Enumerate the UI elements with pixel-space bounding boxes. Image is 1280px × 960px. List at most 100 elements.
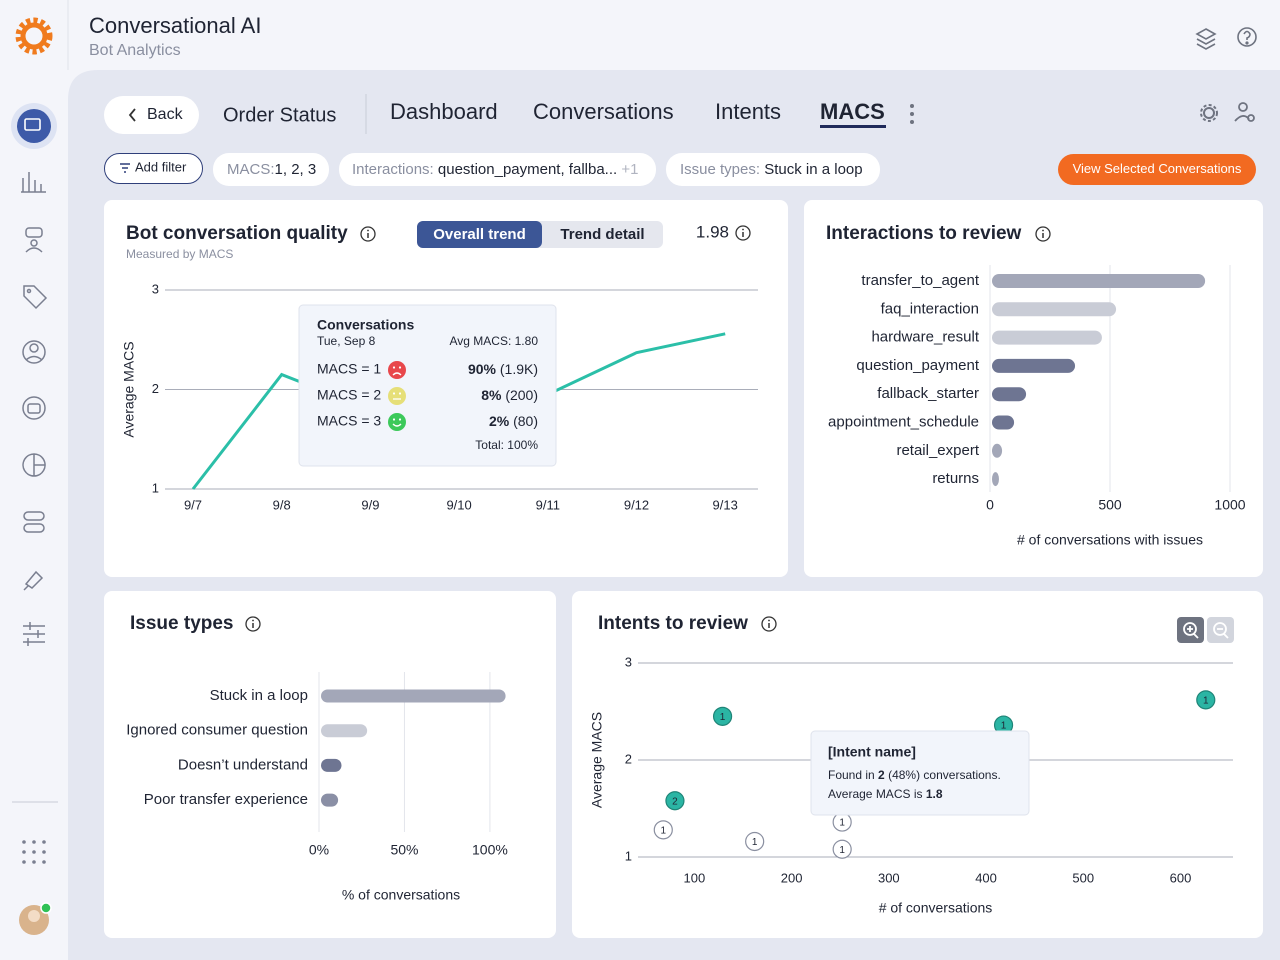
settings-icon[interactable] [1200, 104, 1218, 122]
intent-point[interactable] [653, 820, 673, 840]
point-count: 1 [839, 818, 845, 829]
tab[interactable]: Intents [715, 99, 781, 124]
tooltip-total: Total: 100% [475, 438, 538, 452]
nav-icon [24, 118, 41, 131]
x-tick-label: 9/12 [624, 497, 649, 512]
chip-value: 1, 2, 3 [275, 161, 317, 178]
tab[interactable]: Dashboard [390, 99, 498, 124]
intent-point[interactable] [712, 706, 733, 726]
x-tick-label: 500 [1072, 870, 1094, 885]
pct: 90% [468, 361, 497, 377]
intent-point[interactable] [745, 831, 765, 852]
tooltip-row-label: MACS = 2 [317, 387, 381, 403]
y-tick-label: 1 [152, 480, 159, 495]
x-tick-label: 1000 [1214, 497, 1245, 513]
tab[interactable]: Conversations [533, 99, 674, 124]
bar [992, 472, 999, 487]
x-tick-label: 100 [684, 870, 706, 885]
text: Found in [828, 768, 875, 782]
intent-point[interactable] [1196, 690, 1216, 710]
bar [321, 793, 339, 807]
view-conversations-button[interactable] [1058, 154, 1256, 185]
back-label: Back [147, 106, 184, 123]
nav-conversations[interactable] [17, 109, 51, 143]
category-label: question_payment [856, 357, 979, 374]
status-dot [40, 902, 52, 914]
tooltip-line: Found in 2 (48%) conversations. [828, 768, 1001, 782]
info-icon[interactable] [360, 226, 376, 242]
info-icon[interactable] [1035, 226, 1051, 242]
back-button[interactable] [104, 96, 199, 134]
x-tick-label: 100% [472, 842, 508, 858]
toggle-active[interactable] [417, 221, 542, 248]
layers-icon[interactable] [1195, 28, 1217, 50]
y-tick-label: 2 [152, 381, 159, 396]
back-arrow [128, 108, 136, 122]
user-settings-icon[interactable] [1234, 102, 1255, 122]
face-mouth [392, 423, 402, 427]
bar [321, 689, 506, 703]
chip-extra: +1 [621, 161, 638, 178]
apps-icon[interactable] [22, 840, 46, 864]
more-menu[interactable] [910, 104, 914, 124]
macs-face [388, 361, 406, 379]
category-label: transfer_to_agent [861, 272, 979, 289]
chip-text: Interactions: question_payment, fallba..… [352, 161, 638, 178]
filter-chip[interactable] [213, 153, 329, 186]
add-filter-button[interactable] [104, 153, 203, 184]
text: Average MACS is [828, 787, 922, 801]
bar [321, 724, 368, 738]
text: 2 [878, 768, 885, 782]
x-tick-label: 300 [878, 870, 900, 885]
zoom-out[interactable] [1207, 617, 1234, 643]
point-count: 1 [752, 837, 758, 848]
point-count: 1 [1203, 696, 1209, 707]
chip-value: Stuck in a loop [764, 161, 862, 178]
tooltip-box [298, 304, 557, 467]
x-tick-label: 9/9 [361, 497, 379, 512]
card-title: Bot conversation quality [126, 223, 348, 244]
count: (200) [505, 387, 538, 403]
card-title: Intents to review [598, 613, 748, 634]
tab[interactable]: MACS [820, 99, 885, 124]
x-tick-label: 50% [390, 842, 418, 858]
info-icon[interactable] [735, 225, 751, 241]
zoom-icons [1183, 622, 1229, 639]
chip-label: MACS: [227, 161, 275, 178]
help-icon[interactable] [1237, 27, 1257, 47]
face-eye [392, 392, 396, 395]
y-tick-label: 3 [152, 281, 159, 296]
tooltip-title: [Intent name] [828, 744, 916, 760]
text: 1.8 [926, 787, 943, 801]
y-tick-label: 1 [625, 848, 632, 863]
y-axis-label: Average MACS [121, 341, 137, 437]
trend-tooltip: Conversations Tue, Sep 8 Avg MACS: 1.80 … [298, 304, 557, 467]
score: 1.98 [696, 222, 729, 241]
chip-value: question_payment, fallba... [438, 161, 617, 178]
tooltip-box [810, 730, 1030, 816]
tooltip-row-label: MACS = 3 [317, 413, 381, 429]
info-icon[interactable] [245, 616, 261, 632]
bar [992, 274, 1206, 288]
nav-icons[interactable] [21, 172, 48, 646]
filter-chip[interactable] [666, 153, 880, 186]
point-count: 1 [720, 712, 726, 723]
toggle-option: Overall trend [433, 226, 526, 243]
face-eye [392, 418, 396, 421]
x-tick-label: 0% [309, 842, 329, 858]
intent-point[interactable] [832, 839, 852, 859]
category-label: returns [932, 470, 979, 487]
face-eye [398, 366, 402, 369]
chip-text: Issue types: Stuck in a loop [680, 161, 863, 178]
chip-label: Interactions: [352, 161, 434, 178]
face-mouth [392, 372, 402, 376]
filter-chip[interactable] [339, 153, 656, 186]
bar [992, 415, 1015, 430]
macs-face [388, 413, 406, 431]
toggle-option[interactable]: Trend detail [560, 226, 644, 243]
intent-point[interactable] [665, 791, 685, 811]
filter-icon [120, 163, 130, 173]
y-axis-label: Average MACS [589, 712, 605, 808]
avatar-face [28, 910, 40, 922]
info-icon[interactable] [761, 616, 777, 632]
